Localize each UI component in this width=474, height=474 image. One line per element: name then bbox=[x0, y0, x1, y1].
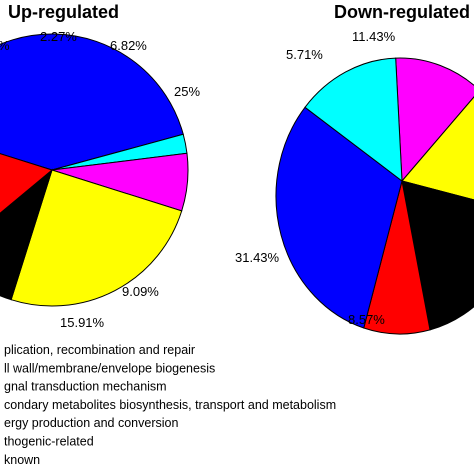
legend-item-7: known bbox=[4, 453, 40, 467]
down-regulated-slice-secondary-metabolites-biosynthesis-transport-and-metabolism bbox=[401, 180, 474, 331]
down-regulated-pie bbox=[275, 57, 474, 335]
up-regulated-slice-label-unknown: 25% bbox=[174, 84, 200, 99]
up-regulated-slice-label-secondary-metabolites-biosynthesis-transport-and-metabolism: 9.09% bbox=[122, 284, 159, 299]
legend-item-6: thogenic-related bbox=[4, 435, 94, 449]
up-regulated-slice-unknown bbox=[10, 169, 183, 307]
down-regulated-slice-pathogenic-related bbox=[395, 57, 474, 183]
legend-item-3: gnal transduction mechanism bbox=[4, 380, 167, 394]
down-regulated-slice-dna-replication-recombination-and-repair bbox=[275, 106, 403, 329]
down-regulated-slice-label-signal-transduction-mechanism: 8.57% bbox=[348, 312, 385, 327]
up-regulated-labels: 2.27% 6.82% 25% 9.09% 15.91% bbox=[40, 29, 200, 330]
up-regulated-partial-label: % bbox=[0, 38, 10, 53]
up-regulated-slice-secondary-metabolites-biosynthesis-transport-and-metabolism bbox=[0, 168, 53, 301]
up-regulated-slice-label-signal-transduction-mechanism: 15.91% bbox=[60, 315, 105, 330]
down-regulated-slice-energy-production-and-conversion bbox=[304, 57, 403, 183]
legend-item-1: plication, recombination and repair bbox=[4, 343, 195, 357]
up-regulated-slice-signal-transduction-mechanism bbox=[0, 153, 54, 214]
legend-item-5: ergy production and conversion bbox=[4, 416, 178, 430]
down-regulated-labels: 31.43% 5.71% 11.43% 8.57% bbox=[235, 29, 396, 327]
legend-item-2: ll wall/membrane/envelope biogenesis bbox=[4, 361, 215, 375]
down-regulated-slice-label-dna-replication-recombination-and-repair: 31.43% bbox=[235, 250, 280, 265]
down-regulated-title: Down-regulated bbox=[334, 2, 470, 22]
up-regulated-slice-label-pathogenic-related: 6.82% bbox=[110, 38, 147, 53]
up-regulated-slice-dna-replication-recombination-and-repair bbox=[0, 33, 184, 171]
up-regulated-title: Up-regulated bbox=[8, 2, 119, 22]
up-regulated-pie bbox=[0, 33, 189, 307]
down-regulated-slice-label-pathogenic-related: 11.43% bbox=[352, 29, 396, 44]
legend-item-4: condary metabolites biosynthesis, transp… bbox=[4, 398, 336, 412]
down-regulated-slice-unknown bbox=[401, 96, 474, 201]
down-regulated-slice-label-energy-production-and-conversion: 5.71% bbox=[286, 47, 323, 62]
down-regulated-partial-label: 1 bbox=[463, 292, 470, 307]
legend: plication, recombination and repair ll wa… bbox=[4, 343, 336, 467]
up-regulated-slice-label-energy-production-and-conversion: 2.27% bbox=[40, 29, 77, 44]
